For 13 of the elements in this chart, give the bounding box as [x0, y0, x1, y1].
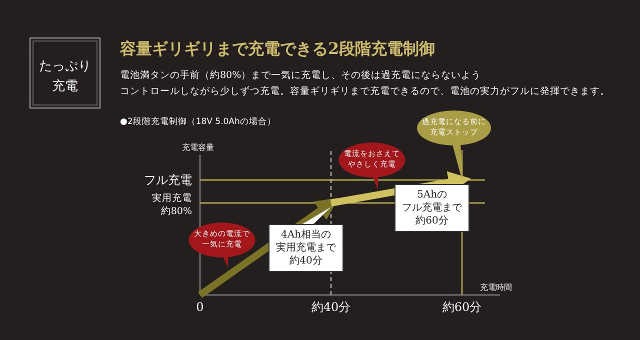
y-axis-title: 充電容量: [182, 143, 214, 152]
x-tick-label: 約60分: [442, 300, 482, 314]
x-tick-label: 0: [196, 300, 204, 314]
text: ●2段階充電制御（18V 5.0Ahの場合）: [120, 116, 276, 127]
text: たっぷり充電: [39, 59, 91, 94]
annotation: 5Ahのフル充電まで約60分: [402, 190, 463, 226]
x-axis-title: 充電時間: [480, 283, 512, 292]
chart-title: 容量ギリギリまで充電できる2段階充電制御: [119, 39, 436, 58]
x-tick-label: 約40分: [311, 300, 351, 314]
ref-line-label: フル充電: [144, 173, 192, 187]
chart-subtitle: 電池満タンの手前（約80%）まで一気に充電し、その後は過充電にならないようコントロールしながら少しずつ充電。容量ギリギリまで充電できるので、電池の実力がフルに発揮できます。: [120, 69, 610, 97]
annotation: 4Ah相当の実用充電まで約40分: [276, 228, 337, 266]
ref-line-label: 実用充電約80%: [152, 192, 192, 217]
